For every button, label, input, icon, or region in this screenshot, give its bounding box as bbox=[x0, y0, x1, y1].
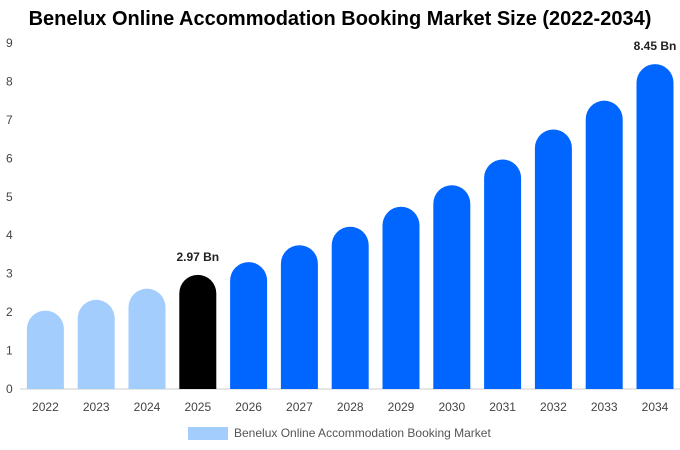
bars bbox=[26, 64, 674, 390]
data-labels: 2.97 Bn 8.45 Bn bbox=[176, 39, 676, 264]
x-axis-ticks: 2022 2023 2024 2025 2026 2027 2028 2029 2030 2031… bbox=[32, 400, 669, 414]
chart-title: Benelux Online Accommodation Booking Mar… bbox=[28, 8, 652, 30]
data-label-2034: 8.45 Bn bbox=[634, 39, 677, 53]
bar-2024 bbox=[128, 288, 166, 389]
y-tick-label: 3 bbox=[6, 267, 13, 281]
bar-2028 bbox=[331, 226, 369, 389]
x-tick-label: 2027 bbox=[286, 400, 313, 414]
x-tick-label: 2022 bbox=[32, 400, 59, 414]
y-tick-label: 4 bbox=[6, 228, 13, 242]
bar-2023 bbox=[77, 299, 115, 389]
bar-2033 bbox=[585, 100, 623, 389]
x-tick-label: 2030 bbox=[438, 400, 465, 414]
y-tick-label: 5 bbox=[6, 190, 13, 204]
y-tick-label: 0 bbox=[6, 382, 13, 396]
y-tick-label: 1 bbox=[6, 344, 13, 358]
bar-2030 bbox=[433, 185, 471, 389]
x-tick-label: 2033 bbox=[591, 400, 618, 414]
x-tick-label: 2025 bbox=[184, 400, 211, 414]
x-tick-label: 2028 bbox=[337, 400, 364, 414]
x-tick-label: 2024 bbox=[134, 400, 161, 414]
bar-2025 bbox=[179, 274, 217, 389]
x-tick-label: 2023 bbox=[83, 400, 110, 414]
y-tick-label: 8 bbox=[6, 74, 13, 88]
x-tick-label: 2029 bbox=[388, 400, 415, 414]
bar-2029 bbox=[382, 206, 420, 389]
legend-swatch bbox=[188, 426, 228, 440]
bar-2031 bbox=[484, 159, 522, 389]
x-tick-label: 2032 bbox=[540, 400, 567, 414]
legend-label: Benelux Online Accommodation Booking Mar… bbox=[234, 426, 491, 440]
bar-2034 bbox=[636, 64, 674, 390]
bar-2026 bbox=[230, 262, 268, 389]
x-tick-label: 2034 bbox=[642, 400, 669, 414]
data-label-2025: 2.97 Bn bbox=[176, 250, 219, 264]
y-tick-label: 6 bbox=[6, 151, 13, 165]
bar-2027 bbox=[280, 245, 318, 389]
bar-2022 bbox=[26, 310, 64, 389]
legend: Benelux Online Accommodation Booking Mar… bbox=[188, 425, 491, 441]
x-tick-label: 2031 bbox=[489, 400, 516, 414]
y-tick-label: 7 bbox=[6, 113, 13, 127]
y-axis-ticks: 0 1 2 3 4 5 6 7 8 9 bbox=[6, 36, 13, 396]
y-tick-label: 9 bbox=[6, 36, 13, 50]
bar-2032 bbox=[534, 129, 572, 389]
y-tick-label: 2 bbox=[6, 305, 13, 319]
x-tick-label: 2026 bbox=[235, 400, 262, 414]
